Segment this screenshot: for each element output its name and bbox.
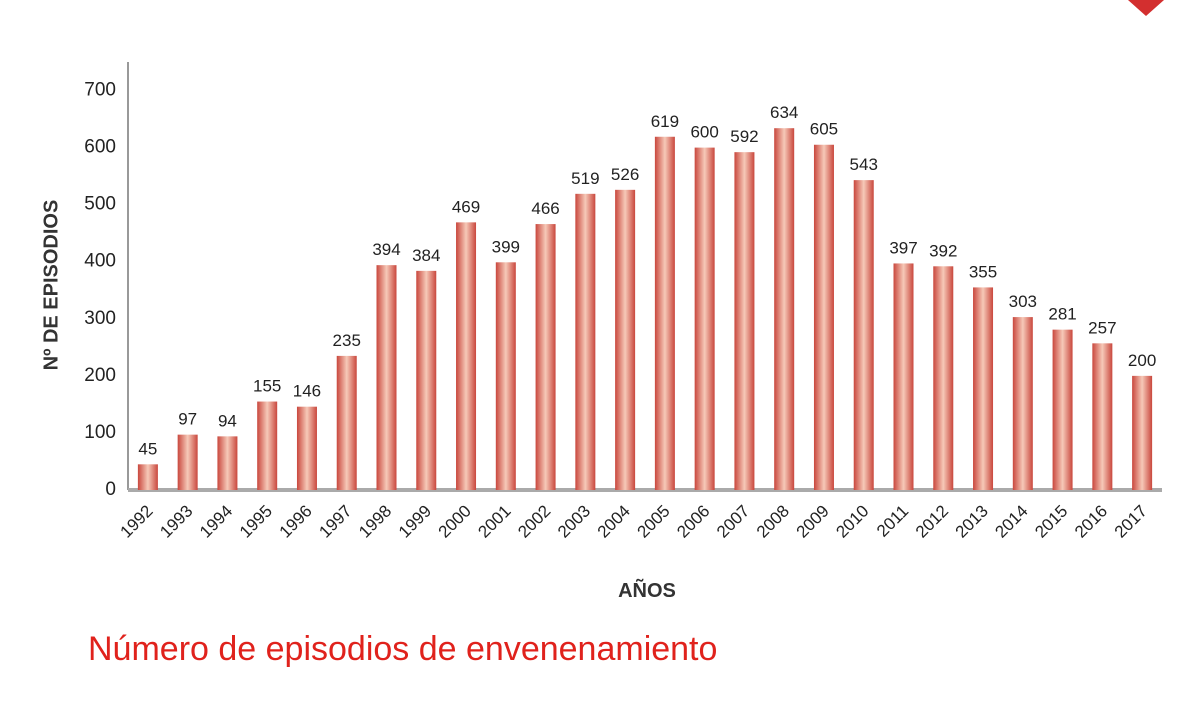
y-axis-title: Nº DE EPISODIOS <box>40 200 62 371</box>
x-tick-label: 2009 <box>793 501 833 541</box>
data-label: 281 <box>1048 305 1076 324</box>
bar <box>177 434 198 490</box>
x-tick-label: 2011 <box>873 501 912 540</box>
y-tick-label: 100 <box>84 422 116 443</box>
bar <box>615 189 636 490</box>
data-label: 146 <box>293 382 321 401</box>
x-axis-title: AÑOS <box>618 579 676 602</box>
x-tick-label: 2008 <box>753 501 793 541</box>
x-tick-label: 1998 <box>355 501 395 541</box>
bar <box>813 144 834 490</box>
x-tick-label: 2006 <box>673 501 713 541</box>
bar <box>1132 375 1153 490</box>
x-tick-label: 2000 <box>435 501 475 541</box>
chart-title: Número de episodios de envenenamiento <box>88 630 717 668</box>
data-label: 235 <box>333 331 361 350</box>
bar <box>1012 317 1033 490</box>
x-tick-label: 1993 <box>156 501 196 541</box>
data-label: 592 <box>730 127 758 146</box>
bar <box>535 224 556 490</box>
data-label: 392 <box>929 241 957 260</box>
x-tick-label: 1995 <box>236 501 276 541</box>
x-tick-label: 1994 <box>196 501 236 541</box>
bar <box>734 152 755 490</box>
bar <box>774 128 795 490</box>
data-label: 519 <box>571 169 599 188</box>
data-label: 394 <box>372 240 400 259</box>
x-tick-label: 2001 <box>474 501 514 541</box>
y-tick-label: 200 <box>84 365 116 386</box>
data-label: 155 <box>253 377 281 396</box>
bar <box>217 436 238 490</box>
x-tick-label: 1992 <box>117 501 157 541</box>
x-tick-label: 2017 <box>1111 501 1151 541</box>
data-label: 94 <box>218 411 237 430</box>
data-label: 384 <box>412 246 440 265</box>
bar <box>853 180 874 491</box>
data-label: 399 <box>492 237 520 256</box>
bar <box>654 136 675 491</box>
corner-decoration <box>1128 0 1164 16</box>
x-tick-label: 2013 <box>952 501 992 541</box>
x-tick-label: 2003 <box>554 501 594 541</box>
bar <box>416 270 437 490</box>
x-tick-label: 1999 <box>395 501 435 541</box>
data-label: 355 <box>969 262 997 281</box>
bar <box>137 464 158 490</box>
data-label: 45 <box>138 439 157 458</box>
y-tick-label: 0 <box>105 479 116 500</box>
bar <box>893 263 914 490</box>
bar <box>973 287 994 490</box>
bar <box>336 355 357 490</box>
data-label: 619 <box>651 112 679 131</box>
x-tick-label: 2015 <box>1031 501 1071 541</box>
bar <box>694 147 715 490</box>
data-label: 303 <box>1009 292 1037 311</box>
x-tick-label: 2002 <box>514 501 554 541</box>
y-tick-label: 700 <box>84 80 116 101</box>
data-label: 469 <box>452 197 480 216</box>
data-label: 600 <box>690 123 718 142</box>
data-label: 526 <box>611 165 639 184</box>
x-tick-label: 1996 <box>276 501 316 541</box>
bar <box>456 222 477 490</box>
bar <box>1052 329 1073 490</box>
y-tick-label: 400 <box>84 251 116 272</box>
y-tick-label: 300 <box>84 308 116 329</box>
bar <box>257 401 278 490</box>
bar <box>376 265 397 490</box>
bar <box>495 262 516 490</box>
bar <box>575 193 596 490</box>
bar <box>1092 343 1113 490</box>
x-tick-label: 2007 <box>713 501 753 541</box>
x-tick-label: 2010 <box>832 501 872 541</box>
data-label: 466 <box>531 199 559 218</box>
x-tick-label: 1997 <box>315 501 355 541</box>
data-label: 97 <box>178 410 197 429</box>
data-label: 605 <box>810 120 838 139</box>
x-tick-label: 2005 <box>634 501 674 541</box>
x-tick-label: 2004 <box>594 501 634 541</box>
data-label: 634 <box>770 103 798 122</box>
data-label: 543 <box>850 155 878 174</box>
bar <box>933 266 954 490</box>
x-tick-label: 2012 <box>912 501 952 541</box>
data-label: 257 <box>1088 318 1116 337</box>
x-tick-label: 2016 <box>1071 501 1111 541</box>
x-tick-label: 2014 <box>991 501 1031 541</box>
data-label: 200 <box>1128 351 1156 370</box>
y-tick-label: 500 <box>84 194 116 215</box>
data-label: 397 <box>889 238 917 257</box>
y-tick-label: 600 <box>84 137 116 158</box>
bar <box>296 406 317 490</box>
